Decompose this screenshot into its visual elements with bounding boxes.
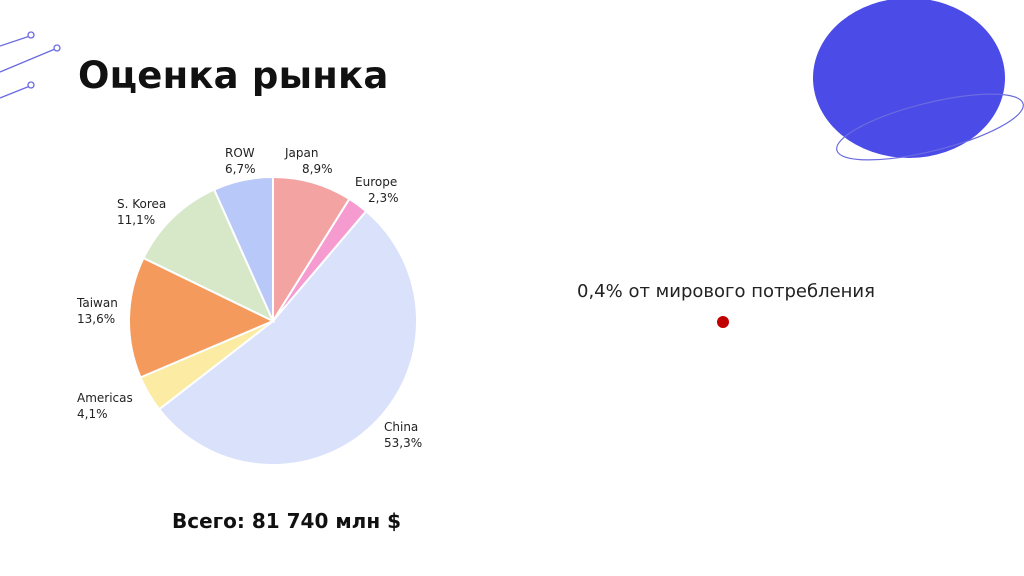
pie-slice-s-korea	[142, 188, 276, 324]
slice-percent: 53,3%	[384, 436, 422, 450]
slice-percent: 2,3%	[368, 191, 399, 205]
slice-label: China	[384, 420, 418, 434]
slice-label: Taiwan	[76, 296, 118, 310]
red-dot-marker	[717, 316, 729, 328]
decorative-circle	[813, 0, 1024, 161]
slice-percent: 13,6%	[77, 312, 115, 326]
pie-slice-taiwan	[128, 256, 276, 379]
pie-slice-china	[157, 209, 418, 466]
pie-labels: Japan 8,9% Europe 2,3% China 53,3% Americas 4,1…	[76, 146, 422, 450]
slice-percent: 4,1%	[77, 407, 108, 421]
pie-slice-row	[212, 175, 274, 322]
slice-label: Americas	[77, 391, 133, 405]
slice-percent: 8,9%	[302, 162, 333, 176]
pie-slice-japan	[272, 175, 351, 325]
slice-label: Japan	[284, 146, 318, 160]
slice-percent: 6,7%	[225, 162, 256, 176]
slice-label: Europe	[355, 175, 397, 189]
pie-slices	[128, 175, 418, 466]
slice-label: ROW	[225, 146, 255, 160]
page-title: Оценка рынка	[78, 54, 389, 97]
consumption-note: 0,4% от мирового потребления	[577, 281, 875, 302]
slice-percent: 11,1%	[117, 213, 155, 227]
pie-chart: Japan 8,9% Europe 2,3% China 53,3% Americas 4,1…	[76, 146, 422, 466]
total-label: Всего: 81 740 млн $	[172, 509, 402, 533]
slice-label: S. Korea	[117, 197, 166, 211]
decorative-lines	[0, 31, 61, 99]
